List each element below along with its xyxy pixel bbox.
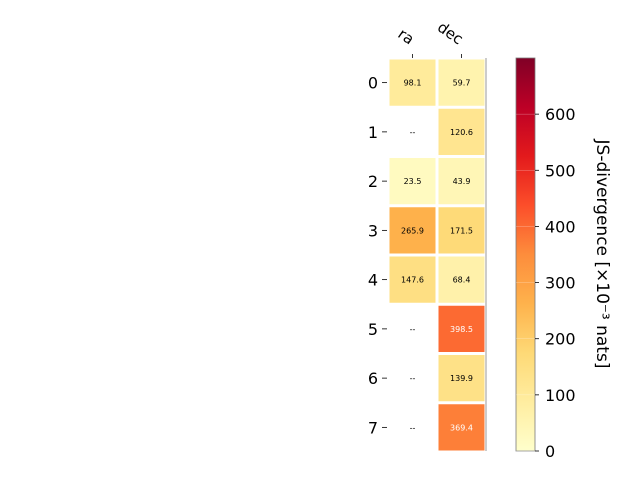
heatmap-cell-labels: 98.1 59.7 -- 120.6 23.5 43.9 265.9 171.5 147.6 68… bbox=[401, 79, 473, 433]
cell-value-6-dec: 139.9 bbox=[450, 374, 473, 383]
cell-missing-7-ra: -- bbox=[410, 423, 416, 432]
cell-value-7-dec: 369.4 bbox=[450, 423, 473, 432]
column-label-dec: dec bbox=[434, 18, 466, 48]
cell-value-4-dec: 68.4 bbox=[453, 276, 471, 285]
column-axis: ra dec bbox=[395, 18, 467, 58]
colorbar bbox=[515, 57, 536, 452]
heatmap-cell-6-dec bbox=[438, 355, 485, 402]
colorbar-tick-label-400: 400 bbox=[545, 217, 576, 236]
row-label-4: 4 bbox=[368, 271, 378, 290]
colorbar-tick-label-0: 0 bbox=[545, 442, 555, 461]
heatmap-cell-1-dec bbox=[438, 108, 485, 155]
cell-value-2-ra: 23.5 bbox=[404, 177, 422, 186]
column-label-ra: ra bbox=[395, 25, 418, 49]
colorbar-tick-label-300: 300 bbox=[545, 274, 576, 293]
heatmap-cell-0-dec bbox=[438, 59, 485, 106]
cell-missing-5-ra: -- bbox=[410, 325, 416, 334]
colorbar-tick-label-500: 500 bbox=[545, 161, 576, 180]
heatmap-cell-3-ra bbox=[389, 207, 436, 254]
heatmap-cell-2-ra bbox=[389, 158, 436, 205]
cell-value-3-dec: 171.5 bbox=[450, 226, 473, 235]
row-axis: 0 1 2 3 4 5 6 7 bbox=[368, 74, 387, 437]
row-label-1: 1 bbox=[368, 123, 378, 142]
cell-missing-1-ra: -- bbox=[410, 128, 416, 137]
cell-value-5-dec: 398.5 bbox=[450, 325, 473, 334]
heatmap-cell-7-dec bbox=[438, 404, 485, 451]
colorbar-tick-label-600: 600 bbox=[545, 105, 576, 124]
row-label-2: 2 bbox=[368, 172, 378, 191]
heatmap-cell-2-dec bbox=[438, 158, 485, 205]
cell-value-3-ra: 265.9 bbox=[401, 226, 424, 235]
cell-value-0-ra: 98.1 bbox=[404, 79, 422, 88]
row-label-7: 7 bbox=[368, 418, 378, 437]
cell-missing-6-ra: -- bbox=[410, 374, 416, 383]
heatmap-cell-4-dec bbox=[438, 256, 485, 303]
cell-value-1-dec: 120.6 bbox=[450, 128, 473, 137]
heatmap-cell-0-ra bbox=[389, 59, 436, 106]
colorbar-ticks: 0 100 200 300 400 500 600 bbox=[516, 105, 576, 461]
colorbar-tick-label-100: 100 bbox=[545, 386, 576, 405]
cell-value-0-dec: 59.7 bbox=[453, 79, 471, 88]
heatmap-cells bbox=[389, 59, 485, 451]
colorbar-tick-label-200: 200 bbox=[545, 330, 576, 349]
row-label-6: 6 bbox=[368, 369, 378, 388]
row-label-5: 5 bbox=[368, 320, 378, 339]
row-label-3: 3 bbox=[368, 221, 378, 240]
cell-value-4-ra: 147.6 bbox=[401, 276, 424, 285]
heatmap-cell-4-ra bbox=[389, 256, 436, 303]
cell-value-2-dec: 43.9 bbox=[453, 177, 471, 186]
heatmap-cell-3-dec bbox=[438, 207, 485, 254]
row-label-0: 0 bbox=[368, 74, 378, 93]
heatmap-cell-5-dec bbox=[438, 305, 485, 352]
colorbar-label: JS-divergence [×10⁻³ nats] bbox=[592, 139, 612, 369]
